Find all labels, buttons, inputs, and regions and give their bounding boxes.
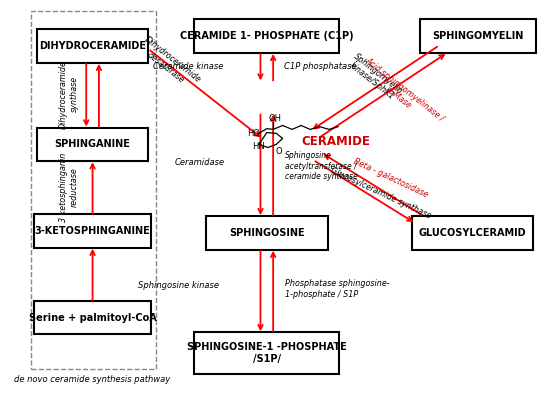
Text: Sphingosine kinase: Sphingosine kinase bbox=[138, 281, 219, 290]
FancyBboxPatch shape bbox=[37, 128, 148, 161]
Text: CERAMIDE: CERAMIDE bbox=[301, 135, 370, 148]
Text: O: O bbox=[275, 147, 282, 156]
Text: Sphingomyelin
kinase/SphK1: Sphingomyelin kinase/SphK1 bbox=[345, 51, 405, 103]
Text: Dihydroceramide
synthase: Dihydroceramide synthase bbox=[59, 60, 79, 129]
FancyBboxPatch shape bbox=[194, 332, 339, 374]
FancyBboxPatch shape bbox=[206, 216, 328, 250]
Text: Dihydroceramide
desaturase: Dihydroceramide desaturase bbox=[136, 35, 202, 92]
Text: 3-KETOSPHINGANINE: 3-KETOSPHINGANINE bbox=[35, 226, 151, 236]
Text: Ceramidase: Ceramidase bbox=[174, 158, 224, 167]
Text: C1P phosphatase: C1P phosphatase bbox=[284, 62, 357, 71]
Text: de novo ceramide synthesis pathway: de novo ceramide synthesis pathway bbox=[14, 375, 170, 384]
Text: Ceramide kinase: Ceramide kinase bbox=[152, 62, 223, 71]
Text: 3 ketosphinganin
reductase: 3 ketosphinganin reductase bbox=[59, 152, 79, 222]
Text: SPHINGOSINE-1 -PHOSPHATE
/S1P/: SPHINGOSINE-1 -PHOSPHATE /S1P/ bbox=[187, 342, 346, 364]
FancyBboxPatch shape bbox=[194, 19, 339, 53]
Text: SPHINGOMYELIN: SPHINGOMYELIN bbox=[432, 31, 524, 41]
Text: Beta - galactosidase: Beta - galactosidase bbox=[352, 156, 430, 199]
Text: Sphingosine
acetyltransferase /
ceramide synthase: Sphingosine acetyltransferase / ceramide… bbox=[285, 151, 358, 181]
Text: OH: OH bbox=[268, 114, 281, 123]
Text: HO: HO bbox=[247, 129, 260, 138]
Text: SPHINGANINE: SPHINGANINE bbox=[54, 139, 130, 149]
Text: GLUCOSYLCERAMID: GLUCOSYLCERAMID bbox=[419, 228, 526, 238]
FancyBboxPatch shape bbox=[412, 216, 534, 250]
FancyBboxPatch shape bbox=[35, 301, 151, 334]
FancyBboxPatch shape bbox=[35, 214, 151, 248]
FancyBboxPatch shape bbox=[37, 29, 148, 63]
Text: HN: HN bbox=[252, 142, 265, 151]
Text: Serine + palmitoyl-CoA: Serine + palmitoyl-CoA bbox=[29, 312, 156, 323]
Text: SPHINGOSINE: SPHINGOSINE bbox=[229, 228, 305, 238]
Text: Glucosylceramide synthase: Glucosylceramide synthase bbox=[328, 166, 432, 221]
Text: Acid sphingomyelinase /
aSMase: Acid sphingomyelinase / aSMase bbox=[357, 55, 446, 131]
Text: Phosphatase sphingosine-
1-phosphate / S1P: Phosphatase sphingosine- 1-phosphate / S… bbox=[285, 279, 390, 299]
FancyBboxPatch shape bbox=[420, 19, 536, 53]
Text: DIHYDROCERAMIDE: DIHYDROCERAMIDE bbox=[39, 41, 146, 51]
Text: CERAMIDE 1- PHOSPHATE (C1P): CERAMIDE 1- PHOSPHATE (C1P) bbox=[180, 31, 354, 41]
